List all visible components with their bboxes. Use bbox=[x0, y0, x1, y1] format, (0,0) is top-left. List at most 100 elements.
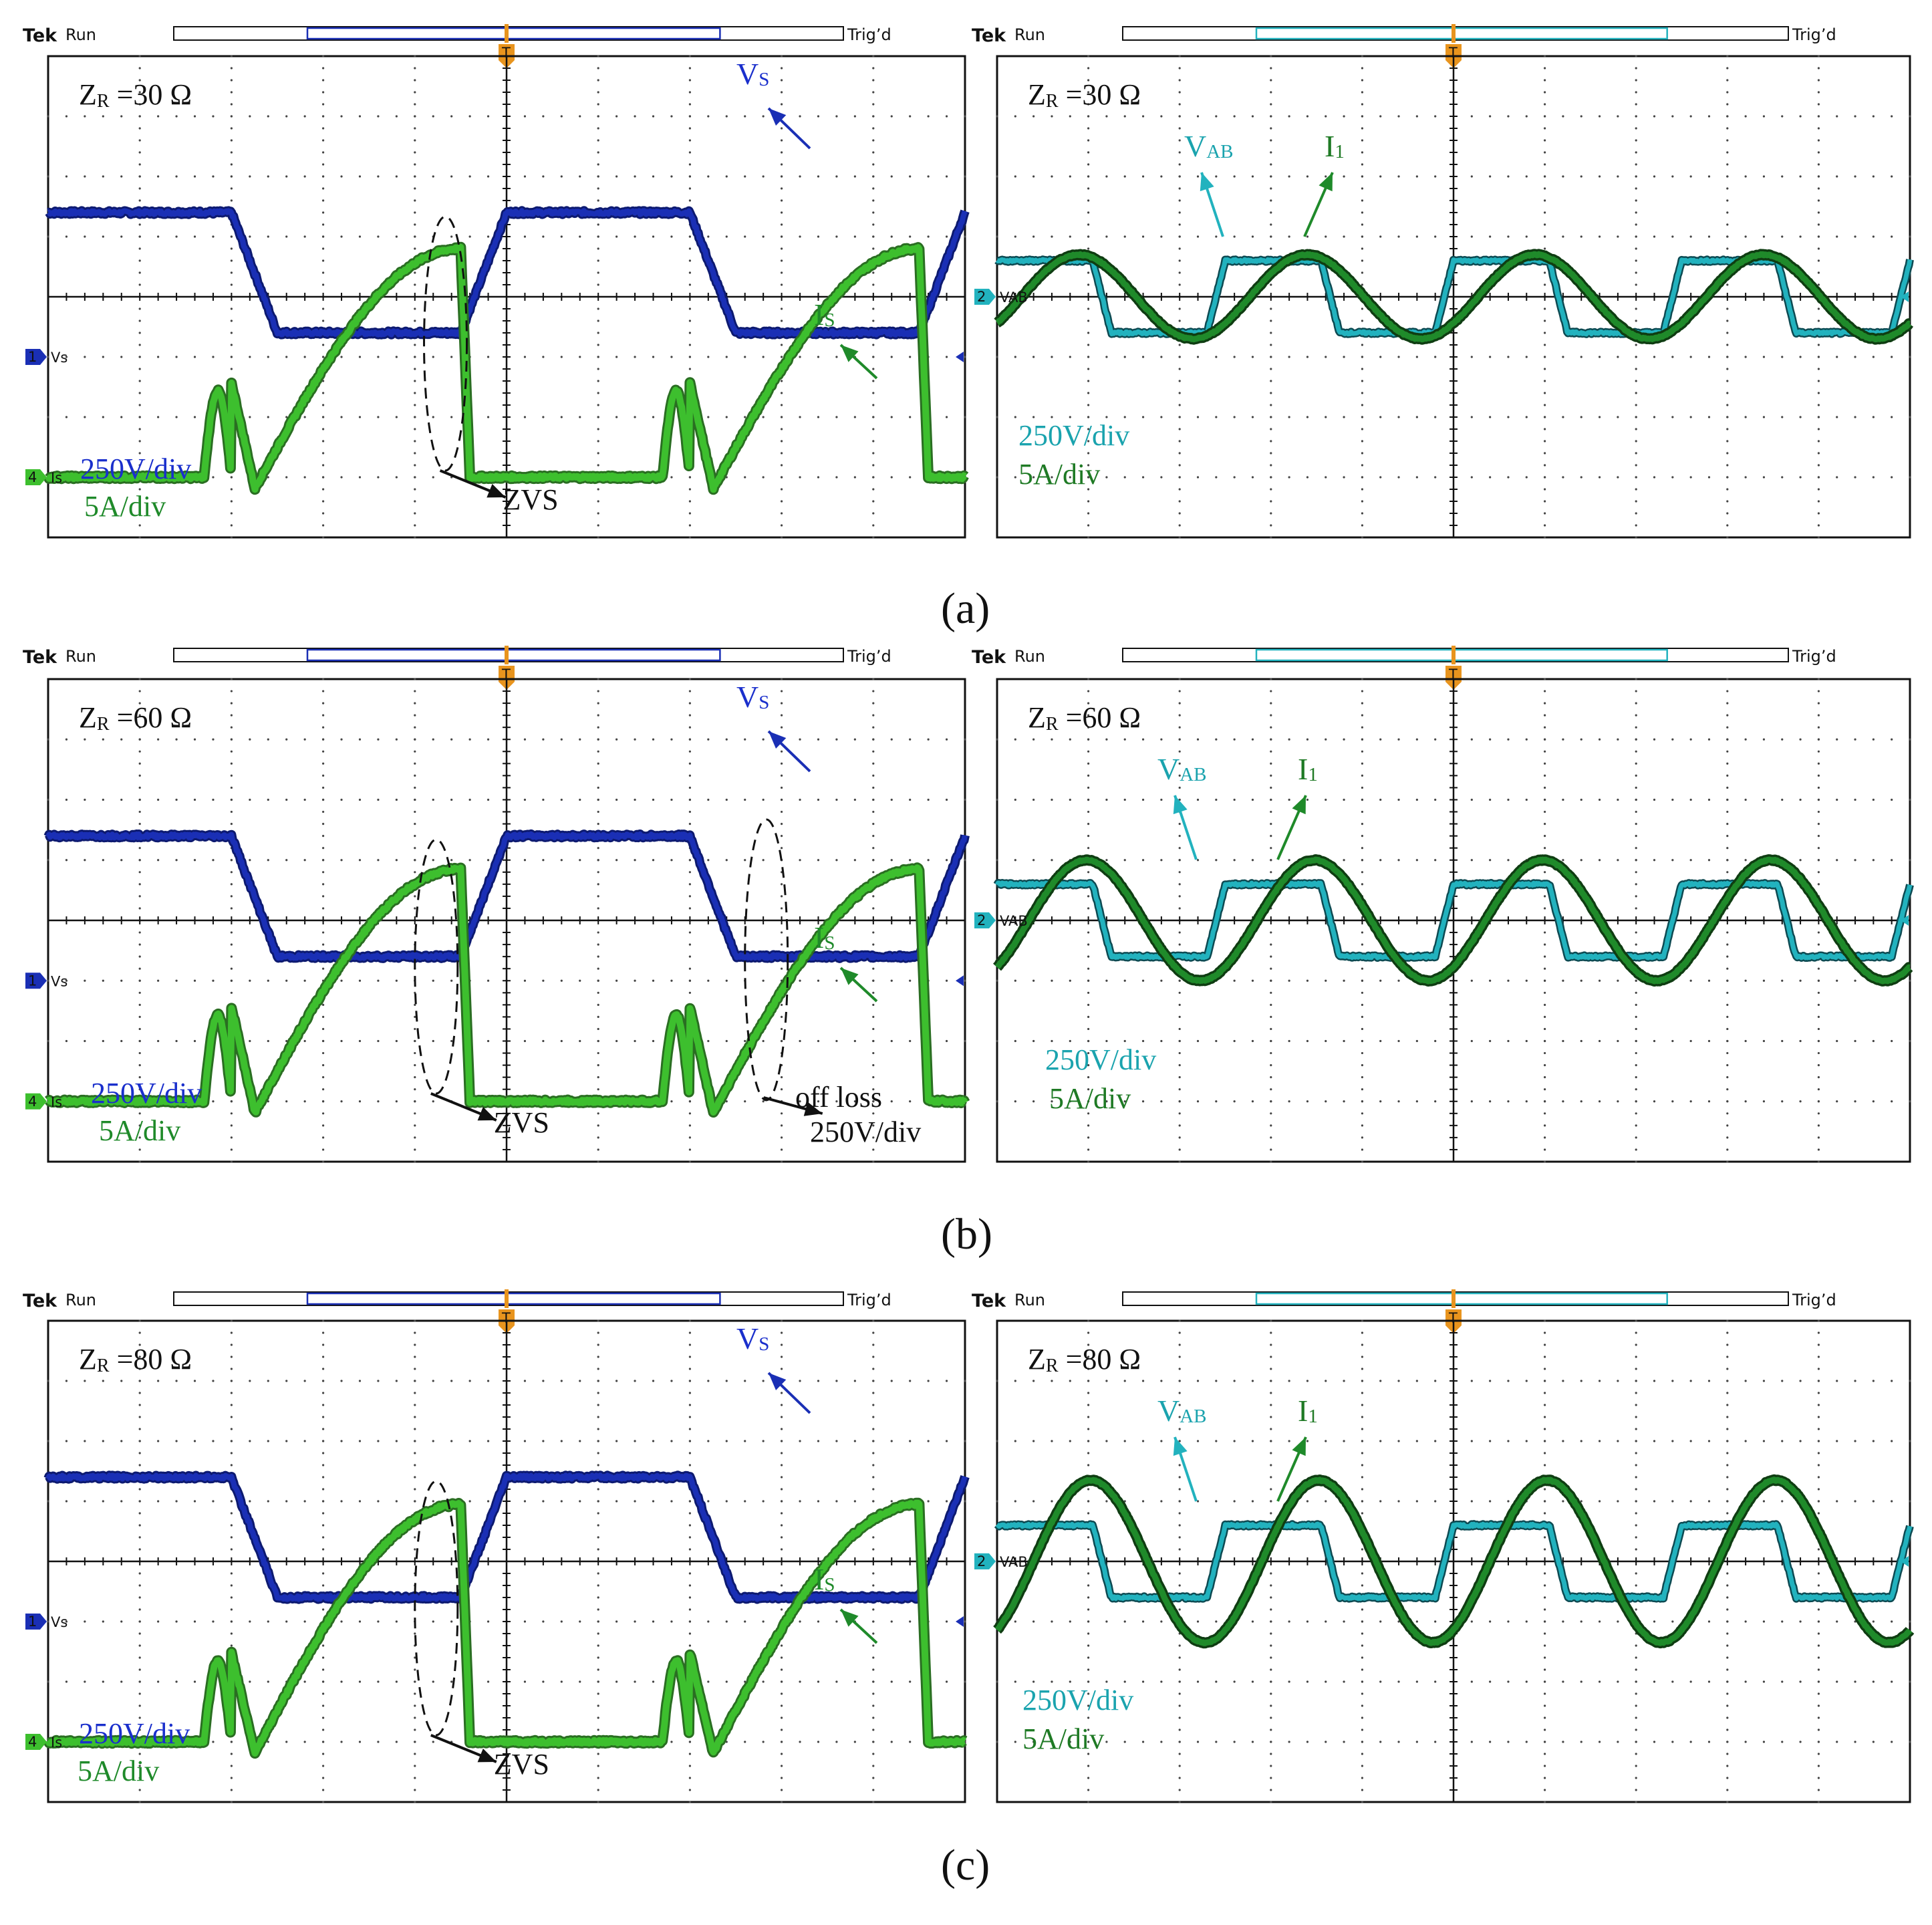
grid-dot bbox=[1178, 151, 1181, 154]
grid-dot bbox=[1781, 979, 1784, 982]
grid-dot bbox=[1123, 1380, 1126, 1382]
grid-dot bbox=[1854, 1680, 1856, 1683]
grid-dot bbox=[414, 1668, 416, 1671]
grid-dot bbox=[1123, 798, 1126, 801]
grid-dot bbox=[230, 931, 233, 934]
grid-dot bbox=[1051, 1741, 1053, 1743]
grid-dot bbox=[322, 1741, 325, 1743]
grid-dot bbox=[1580, 1440, 1582, 1442]
grid-dot bbox=[230, 127, 233, 130]
grid-dot bbox=[414, 175, 416, 178]
grid-dot bbox=[1160, 859, 1163, 862]
grid-dot bbox=[781, 380, 783, 382]
grid-dot bbox=[1270, 356, 1272, 358]
channel-2-level-icon bbox=[1901, 1556, 1909, 1567]
grid-dot bbox=[1726, 1076, 1729, 1079]
grid-dot bbox=[1178, 1608, 1181, 1611]
grid-dot bbox=[872, 536, 875, 539]
grid-dot bbox=[835, 416, 838, 418]
grid-dot bbox=[1215, 1680, 1218, 1683]
grid-dot bbox=[1361, 810, 1363, 813]
grid-dot bbox=[1032, 1039, 1035, 1043]
grid-dot bbox=[1836, 1620, 1838, 1623]
grid-dot bbox=[1361, 1704, 1363, 1707]
grid-dot bbox=[340, 1100, 343, 1103]
grid-dot bbox=[1817, 1753, 1820, 1755]
grid-dot bbox=[1361, 786, 1363, 789]
grid-dot bbox=[395, 356, 398, 358]
grid-dot bbox=[1178, 1680, 1181, 1683]
grid-dot bbox=[1580, 979, 1582, 982]
grid-dot bbox=[322, 967, 325, 970]
grid-dot bbox=[175, 356, 178, 358]
grid-dot bbox=[1470, 1380, 1473, 1382]
grid-dot bbox=[781, 1692, 783, 1695]
grid-dot bbox=[230, 1136, 233, 1139]
grid-dot bbox=[1178, 1136, 1181, 1139]
grid-dot bbox=[1361, 1512, 1363, 1515]
grid-dot bbox=[138, 536, 141, 539]
grid-dot bbox=[1123, 356, 1126, 358]
grid-dot bbox=[1544, 823, 1546, 825]
grid-dot bbox=[1562, 476, 1564, 479]
grid-dot bbox=[781, 307, 783, 310]
grid-dot bbox=[212, 798, 215, 801]
grid-dot bbox=[468, 235, 471, 238]
grid-dot bbox=[1361, 1620, 1363, 1623]
grid-dot bbox=[762, 738, 765, 741]
grid-dot bbox=[1762, 1440, 1766, 1442]
grid-dot bbox=[1544, 726, 1546, 729]
grid-dot bbox=[597, 1319, 599, 1322]
grid-dot bbox=[1580, 798, 1582, 801]
grid-dot bbox=[996, 1680, 998, 1683]
grid-dot bbox=[1635, 1572, 1637, 1575]
grid-dot bbox=[230, 726, 233, 729]
grid-dot bbox=[781, 127, 783, 130]
grid-dot bbox=[120, 738, 123, 741]
grid-dot bbox=[1836, 798, 1838, 801]
grid-dot bbox=[872, 488, 875, 491]
grid-dot bbox=[1817, 726, 1820, 729]
grid-dot bbox=[1707, 1440, 1711, 1442]
grid-dot bbox=[523, 738, 527, 741]
grid-dot bbox=[1872, 235, 1875, 238]
grid-dot bbox=[1891, 175, 1893, 178]
grid-dot bbox=[1178, 307, 1181, 310]
grid-dot bbox=[1817, 476, 1820, 479]
grid-dot bbox=[414, 500, 416, 503]
grid-dot bbox=[322, 356, 325, 358]
grid-dot bbox=[781, 1777, 783, 1779]
grid-dot bbox=[1489, 1440, 1492, 1442]
grid-dot bbox=[1178, 714, 1181, 717]
grid-dot bbox=[1799, 979, 1802, 982]
grid-dot bbox=[1544, 967, 1546, 970]
grid-dot bbox=[432, 1741, 434, 1743]
grid-dot bbox=[138, 979, 141, 982]
grid-dot bbox=[1251, 1100, 1254, 1103]
grid-dot bbox=[322, 1319, 325, 1322]
grid-dot bbox=[1726, 1100, 1729, 1103]
grid-dot bbox=[1854, 1500, 1856, 1503]
grid-dot bbox=[597, 943, 599, 946]
grid-dot bbox=[193, 1039, 196, 1043]
grid-dot bbox=[1178, 786, 1181, 789]
grid-dot bbox=[597, 1088, 599, 1091]
grid-dot bbox=[1671, 1500, 1674, 1503]
grid-dot bbox=[872, 1416, 875, 1418]
grid-dot bbox=[579, 1440, 581, 1442]
grid-dot bbox=[1361, 931, 1363, 934]
grid-dot bbox=[781, 319, 783, 322]
grid-dot bbox=[1617, 1100, 1619, 1103]
grid-dot bbox=[1361, 404, 1363, 406]
grid-dot bbox=[688, 319, 691, 322]
series-i1-label: I1 bbox=[1298, 752, 1318, 786]
grid-dot bbox=[138, 1668, 141, 1671]
grid-dot bbox=[1909, 235, 1911, 238]
grid-dot bbox=[853, 738, 856, 741]
grid-dot bbox=[414, 750, 416, 753]
grid-dot bbox=[395, 979, 398, 982]
grid-dot bbox=[1087, 1765, 1090, 1767]
grid-dot bbox=[872, 1039, 875, 1043]
grid-dot bbox=[1726, 991, 1729, 994]
grid-dot bbox=[1744, 175, 1747, 178]
